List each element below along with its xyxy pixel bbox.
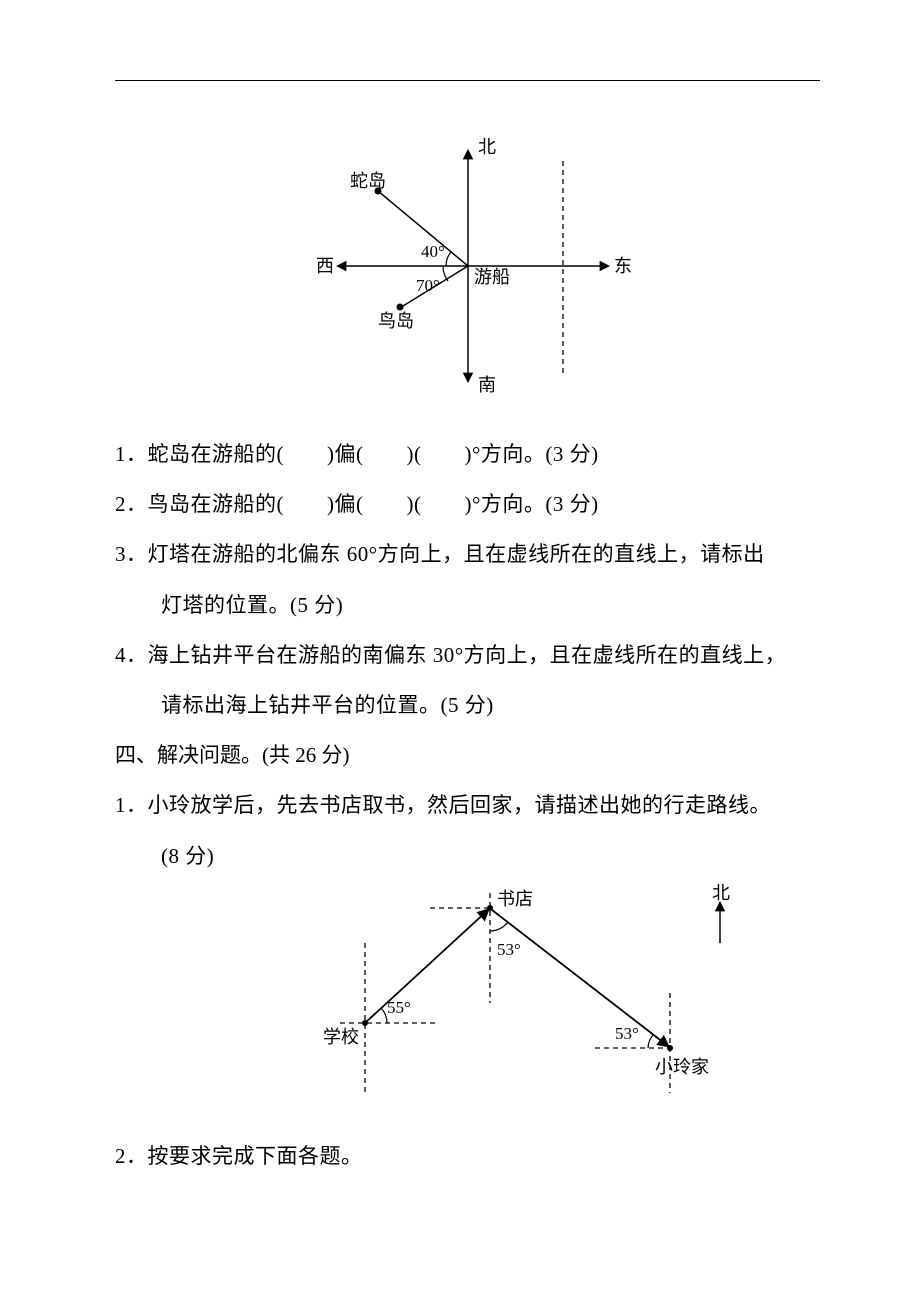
q4-num: 4． [115, 632, 148, 678]
q2-num: 2． [115, 481, 148, 527]
s4q1-line1: 小玲放学后，先去书店取书，然后回家，请描述出她的行走路线。 [148, 782, 821, 828]
angle-55: 55° [387, 998, 411, 1017]
angle-53b: 53° [615, 1024, 639, 1043]
angle-53a: 53° [497, 940, 521, 959]
q1-text: 蛇岛在游船的( )偏( )( )°方向。(3 分) [148, 431, 821, 477]
route-diagram: 学校 书店 小玲家 北 55° 53° 53° [315, 883, 755, 1113]
compass-diagram: 北 南 东 西 游船 蛇岛 鸟岛 40° 70° [288, 131, 648, 411]
label-bird: 鸟岛 [378, 311, 414, 331]
question-3-cont: 灯塔的位置。(5 分) [115, 582, 820, 628]
q1-num: 1． [115, 431, 148, 477]
question-1: 1． 蛇岛在游船的( )偏( )( )°方向。(3 分) [115, 431, 820, 477]
label-school: 学校 [323, 1027, 359, 1047]
top-rule [115, 80, 820, 81]
label-south: 南 [478, 375, 496, 395]
q2-text: 鸟岛在游船的( )偏( )( )°方向。(3 分) [148, 481, 821, 527]
question-2: 2． 鸟岛在游船的( )偏( )( )°方向。(3 分) [115, 481, 820, 527]
q4-line1: 海上钻井平台在游船的南偏东 30°方向上，且在虚线所在的直线上， [148, 632, 821, 678]
label-north: 北 [478, 137, 496, 157]
s4-question-1: 1． 小玲放学后，先去书店取书，然后回家，请描述出她的行走路线。 [115, 782, 820, 828]
s4q1-num: 1． [115, 782, 148, 828]
label-home: 小玲家 [655, 1057, 709, 1077]
label-snake: 蛇岛 [350, 171, 386, 191]
s4q2-num: 2． [115, 1133, 148, 1179]
s4-question-1-cont: (8 分) [115, 833, 820, 879]
section-4-heading: 四、解决问题。(共 26 分) [115, 732, 820, 778]
label-west: 西 [316, 256, 334, 276]
q3-num: 3． [115, 531, 148, 577]
s4q1-line2: (8 分) [161, 844, 214, 868]
s4q2-text: 按要求完成下面各题。 [148, 1133, 821, 1179]
question-4-cont: 请标出海上钻井平台的位置。(5 分) [115, 682, 820, 728]
question-3: 3． 灯塔在游船的北偏东 60°方向上，且在虚线所在的直线上，请标出 [115, 531, 820, 577]
q3-line2: 灯塔的位置。(5 分) [161, 593, 343, 617]
label-north2: 北 [712, 883, 730, 903]
label-center: 游船 [474, 267, 510, 287]
label-bookstore: 书店 [497, 889, 533, 909]
question-4: 4． 海上钻井平台在游船的南偏东 30°方向上，且在虚线所在的直线上， [115, 632, 820, 678]
angle-70: 70° [416, 276, 440, 295]
s4-question-2: 2． 按要求完成下面各题。 [115, 1133, 820, 1179]
label-east: 东 [614, 256, 632, 276]
q3-line1: 灯塔在游船的北偏东 60°方向上，且在虚线所在的直线上，请标出 [148, 531, 821, 577]
angle-40: 40° [421, 242, 445, 261]
q4-line2: 请标出海上钻井平台的位置。(5 分) [161, 693, 494, 717]
